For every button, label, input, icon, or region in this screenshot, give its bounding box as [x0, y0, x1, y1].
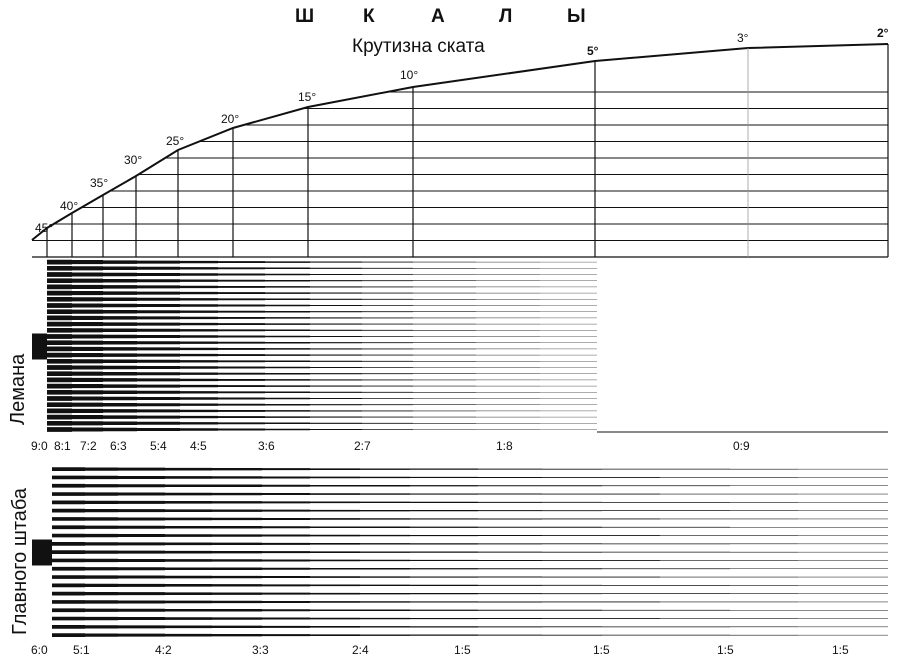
lehmann-ratio-labels: 9:0 8:1 7:2 6:3 5:4 4:5 3:6 2:7 1:8 0:9: [31, 439, 750, 453]
slope-label: 10°: [400, 68, 418, 82]
ratio-label: 4:5: [190, 439, 207, 453]
scale-graphics: [31, 43, 889, 638]
lehmann-hachure-block: [362, 261, 413, 430]
slope-degree-labels: 45° 40° 35° 30° 25° 20° 15° 10° 5° 3° 2°: [35, 26, 889, 235]
slope-label: 40°: [60, 199, 78, 213]
general-staff-hachure-block: [478, 468, 542, 636]
ratio-label: 9:0: [31, 439, 48, 453]
slope-label: 3°: [737, 31, 749, 45]
figure-title: Ш К А Л Ы: [295, 6, 586, 27]
general-staff-hachure-block: [542, 468, 602, 636]
general-staff-hachure-block: [52, 467, 85, 638]
ratio-label: 1:5: [717, 643, 734, 657]
title-letter: А: [431, 6, 445, 27]
general-staff-hachure-block: [118, 467, 165, 637]
ratio-label: 6:0: [31, 643, 48, 657]
general-staff-hachure-block: [212, 467, 262, 637]
ratio-label: 1:5: [832, 643, 849, 657]
slope-scale-subtitle: Крутизна ската: [352, 36, 485, 57]
general-staff-hachure-block: [660, 468, 730, 636]
lehmann-hachure-block: [476, 261, 540, 430]
ratio-label: 4:2: [155, 643, 172, 657]
general-staff-ratio-labels: 6:0 5:1 4:2 3:3 2:4 1:5 1:5 1:5 1:5: [31, 643, 849, 657]
slope-label: 35°: [90, 176, 108, 190]
title-letter: К: [363, 6, 375, 27]
slope-label: 5°: [587, 44, 599, 58]
ratio-label: 2:7: [354, 439, 371, 453]
ratio-label: 6:3: [110, 439, 127, 453]
ratio-label: 8:1: [54, 439, 71, 453]
lehmann-hachure-block: [218, 261, 265, 431]
title-letter: Ш: [295, 6, 314, 27]
ratio-label: 0:9: [733, 439, 750, 453]
ratio-label: 7:2: [80, 439, 97, 453]
lehmann-hachure-block: [72, 260, 103, 432]
general-staff-hachure-block: [85, 467, 118, 637]
general-staff-hachure-block: [730, 468, 798, 636]
ratio-label: 1:5: [454, 643, 471, 657]
ratio-label: 1:8: [496, 439, 513, 453]
slope-label: 45°: [35, 221, 53, 235]
lehmann-hachure-block: [137, 260, 180, 431]
title-letter: Л: [499, 6, 512, 27]
ratio-label: 2:4: [352, 643, 369, 657]
general-staff-hachure-block: [360, 468, 410, 636]
general-staff-hachure-block: [262, 468, 310, 637]
slope-label: 25°: [166, 134, 184, 148]
lehmann-hachure-block: [540, 261, 597, 430]
title-letter: Ы: [567, 6, 586, 27]
lehmann-hachure-block: [265, 261, 310, 431]
slope-label: 30°: [124, 153, 142, 167]
slope-label: 20°: [221, 112, 239, 126]
general-staff-hachure-block: [798, 468, 888, 636]
general-staff-hachure-block: [602, 468, 660, 636]
lehmann-hachure-block: [180, 260, 218, 431]
general-staff-hachure-block: [410, 468, 478, 636]
slope-label: 2°: [877, 26, 889, 40]
slope-profile-curve: [31, 43, 889, 241]
ratio-label: 5:1: [73, 643, 90, 657]
slope-label: 15°: [298, 90, 316, 104]
lehmann-hachure-block: [310, 261, 362, 431]
lehmann-scale-label: Лемана: [7, 353, 29, 425]
general-staff-hachure-block: [310, 468, 360, 636]
lehmann-hachure-block: [47, 259, 72, 432]
lehmann-hachure-block: [413, 261, 476, 430]
general-staff-hachure-block: [165, 467, 212, 637]
ratio-label: 3:6: [258, 439, 275, 453]
ratio-label: 3:3: [252, 643, 269, 657]
general-staff-scale-label: Главного штаба: [9, 487, 31, 635]
ratio-label: 5:4: [150, 439, 167, 453]
ratio-label: 1:5: [593, 643, 610, 657]
lehmann-hachure-block: [103, 260, 137, 432]
